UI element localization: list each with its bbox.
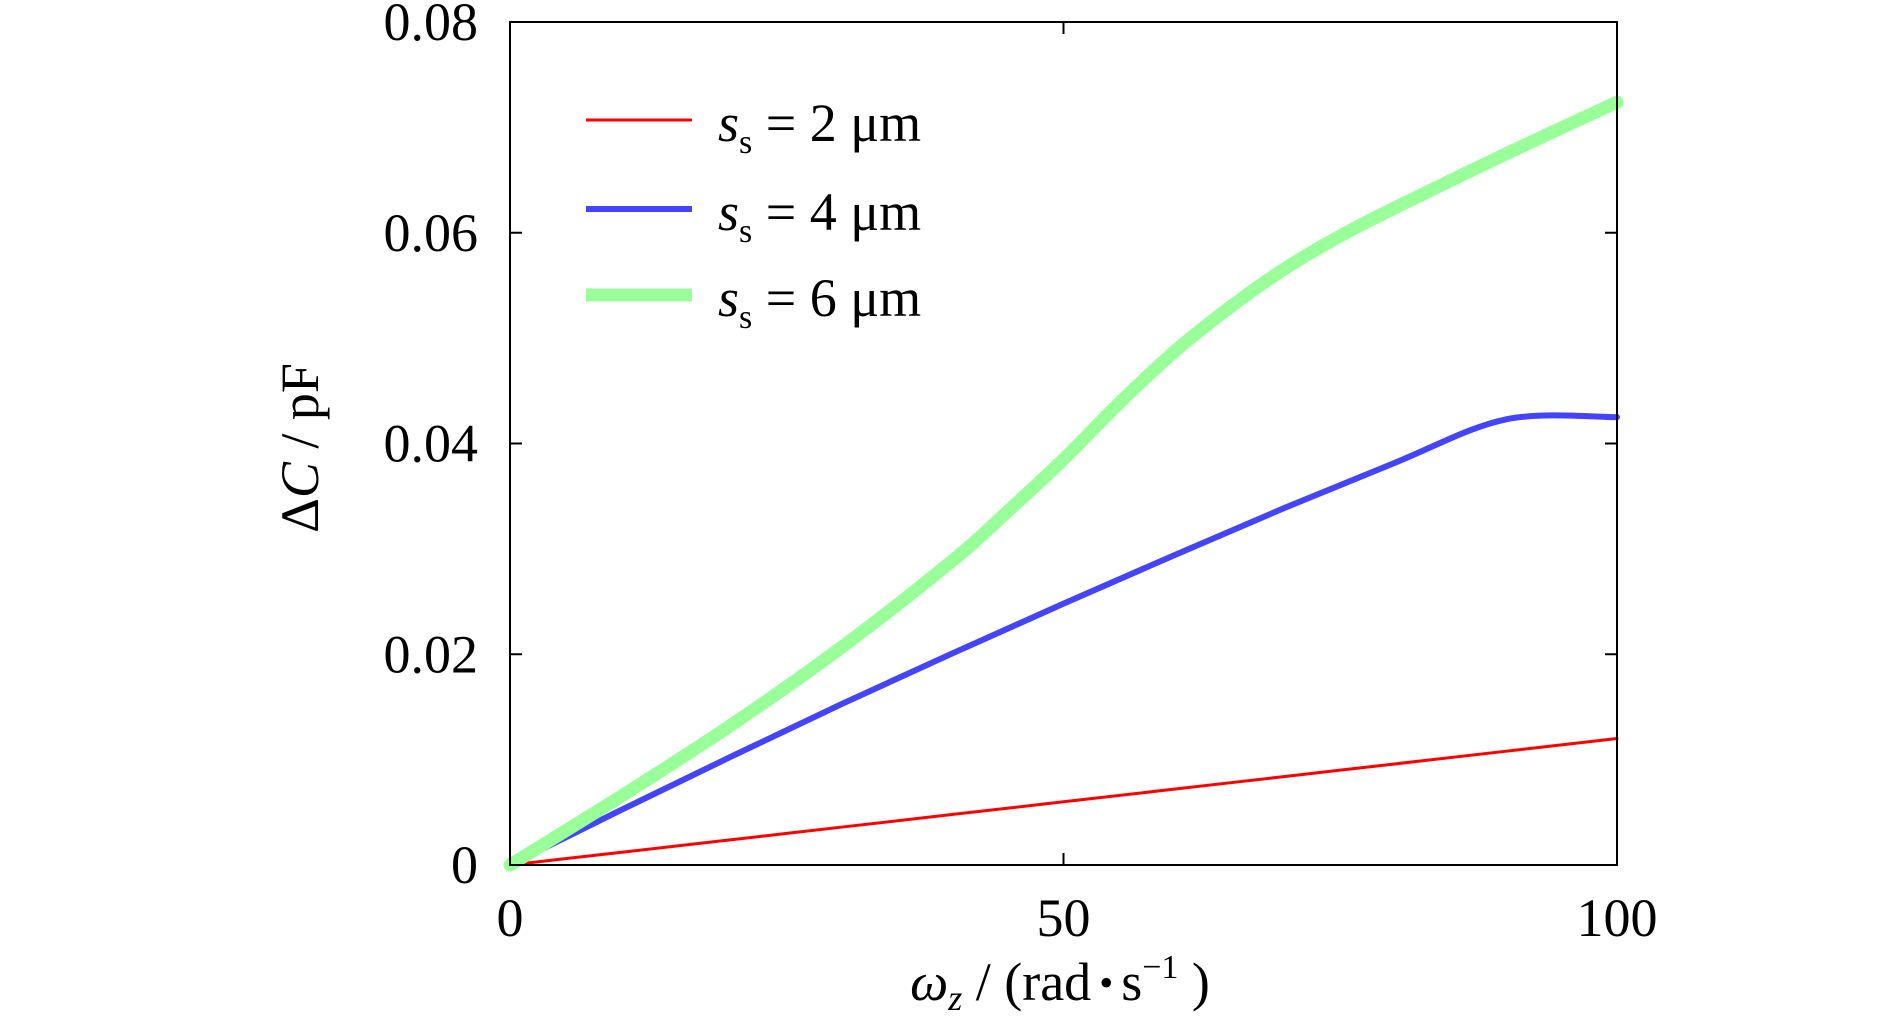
x-tick-label: 50: [1037, 888, 1091, 948]
x-tick-label: 0: [497, 888, 524, 948]
ticks-layer: 0 50 100 0 0.02 0.04 0.06 0.08: [384, 0, 1658, 948]
legend-label-2: ss = 4 μm: [718, 182, 921, 250]
legend-label-1: ss = 2 μm: [718, 93, 921, 161]
legend: ss = 2 μm ss = 4 μm ss = 6 μm: [586, 93, 921, 336]
y-tick-label: 0.02: [384, 624, 479, 684]
x-axis-title: ωz / (rad • s−1 ): [910, 949, 1210, 1016]
lines-layer: [503, 95, 1624, 872]
plot-frame: [509, 21, 1618, 866]
series-line-1: [508, 737, 1619, 867]
series-line-2: [507, 412, 1620, 868]
series-line-3: [503, 95, 1624, 872]
y-tick-label: 0.06: [384, 203, 479, 263]
y-tick-label: 0.04: [384, 414, 479, 474]
legend-label-3: ss = 6 μm: [718, 268, 921, 336]
y-axis-title: ΔC / pF: [270, 363, 330, 533]
y-tick-label: 0.08: [384, 0, 479, 52]
x-tick-label: 100: [1577, 888, 1658, 948]
y-tick-label: 0: [451, 835, 478, 895]
